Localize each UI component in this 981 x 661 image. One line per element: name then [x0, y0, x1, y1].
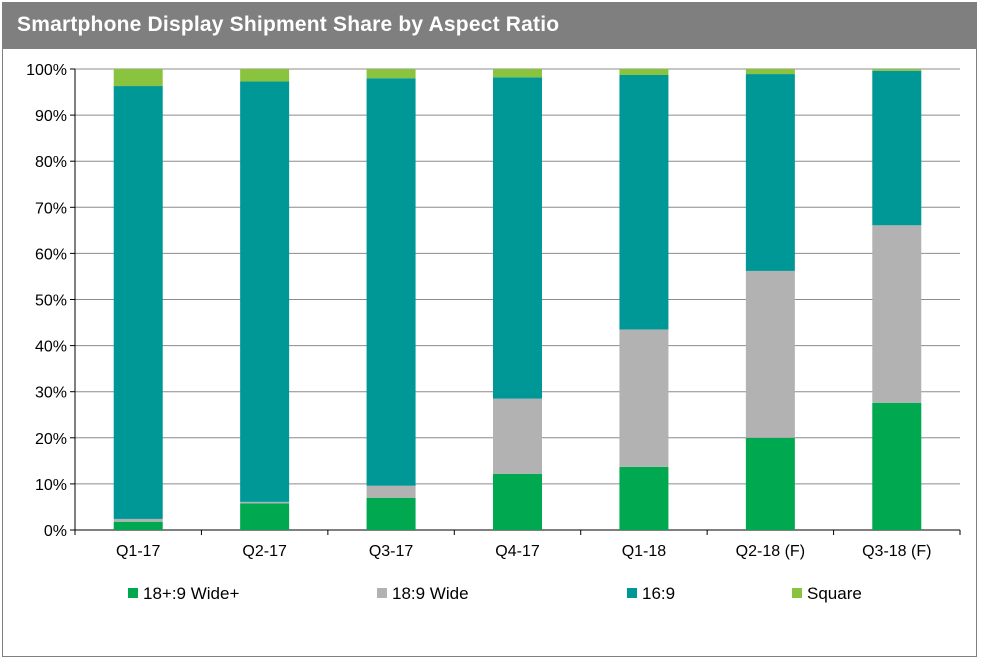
bar-segment — [872, 402, 922, 530]
title-bar: Smartphone Display Shipment Share by Asp… — [3, 3, 976, 49]
x-tick-label: Q3-18 (F) — [862, 543, 931, 560]
y-tick-label: 100% — [26, 62, 67, 79]
y-tick-label: 70% — [35, 200, 67, 217]
bar-segment — [619, 74, 669, 330]
bar-segment — [493, 69, 542, 78]
bar-segment — [240, 69, 290, 82]
bar-segment — [872, 70, 922, 226]
legend-label: Square — [807, 584, 862, 603]
legend-label: 18:9 Wide — [392, 584, 469, 603]
bar-segment — [493, 398, 542, 474]
bar-segment — [493, 77, 542, 399]
bar-segment — [366, 485, 416, 498]
x-axis: Q1-17 Q2-17 Q3-17 Q4-17 Q1-18 Q2-18 (F) Q3-18 … — [74, 530, 961, 560]
bar-segment — [619, 466, 669, 530]
bar-segment — [366, 78, 416, 486]
y-axis: 0% 10% 20% 30% 40% 50% 60% 70% 80% 90% 100% — [26, 62, 76, 540]
x-tick-label: Q1-17 — [116, 543, 161, 560]
legend-label: 18+:9 Wide+ — [143, 584, 239, 603]
x-tick-label: Q2-18 (F) — [736, 543, 805, 560]
legend: 18+:9 Wide+ 18:9 Wide 16:9 Square — [128, 584, 862, 603]
bar-segment — [240, 503, 290, 530]
bar-segment — [619, 69, 669, 75]
y-tick-label: 10% — [35, 477, 67, 494]
bar-segment — [113, 521, 163, 530]
bar-segment — [113, 86, 163, 519]
y-tick-label: 80% — [35, 154, 67, 171]
bar-segment — [240, 81, 290, 502]
chart-title: Smartphone Display Shipment Share by Asp… — [17, 13, 560, 36]
bars — [113, 69, 922, 530]
bar-segment — [872, 69, 922, 71]
y-tick-label: 40% — [35, 339, 67, 356]
y-tick-label: 30% — [35, 385, 67, 402]
bar-segment — [240, 501, 290, 504]
y-tick-label: 0% — [44, 523, 67, 540]
bar-segment — [113, 518, 163, 522]
bar-segment — [366, 497, 416, 530]
bar-segment — [745, 69, 795, 75]
bar-segment — [493, 473, 542, 530]
x-tick-label: Q1-18 — [622, 543, 667, 560]
y-tick-label: 50% — [35, 293, 67, 310]
legend-label: 16:9 — [642, 584, 675, 603]
x-tick-label: Q2-17 — [242, 543, 287, 560]
bar-segment — [745, 74, 795, 271]
bar-segment — [745, 437, 795, 530]
y-tick-label: 90% — [35, 108, 67, 125]
bar-segment — [745, 270, 795, 438]
bar-segment — [619, 329, 669, 467]
bar-segment — [113, 69, 163, 87]
y-tick-label: 20% — [35, 431, 67, 448]
legend-swatch — [377, 588, 387, 598]
legend-swatch — [627, 588, 637, 598]
legend-swatch — [128, 588, 138, 598]
x-tick-label: Q3-17 — [369, 543, 414, 560]
bar-segment — [366, 69, 416, 79]
legend-swatch — [792, 588, 802, 598]
y-tick-label: 60% — [35, 246, 67, 263]
bar-segment — [872, 225, 922, 403]
x-tick-label: Q4-17 — [495, 543, 540, 560]
